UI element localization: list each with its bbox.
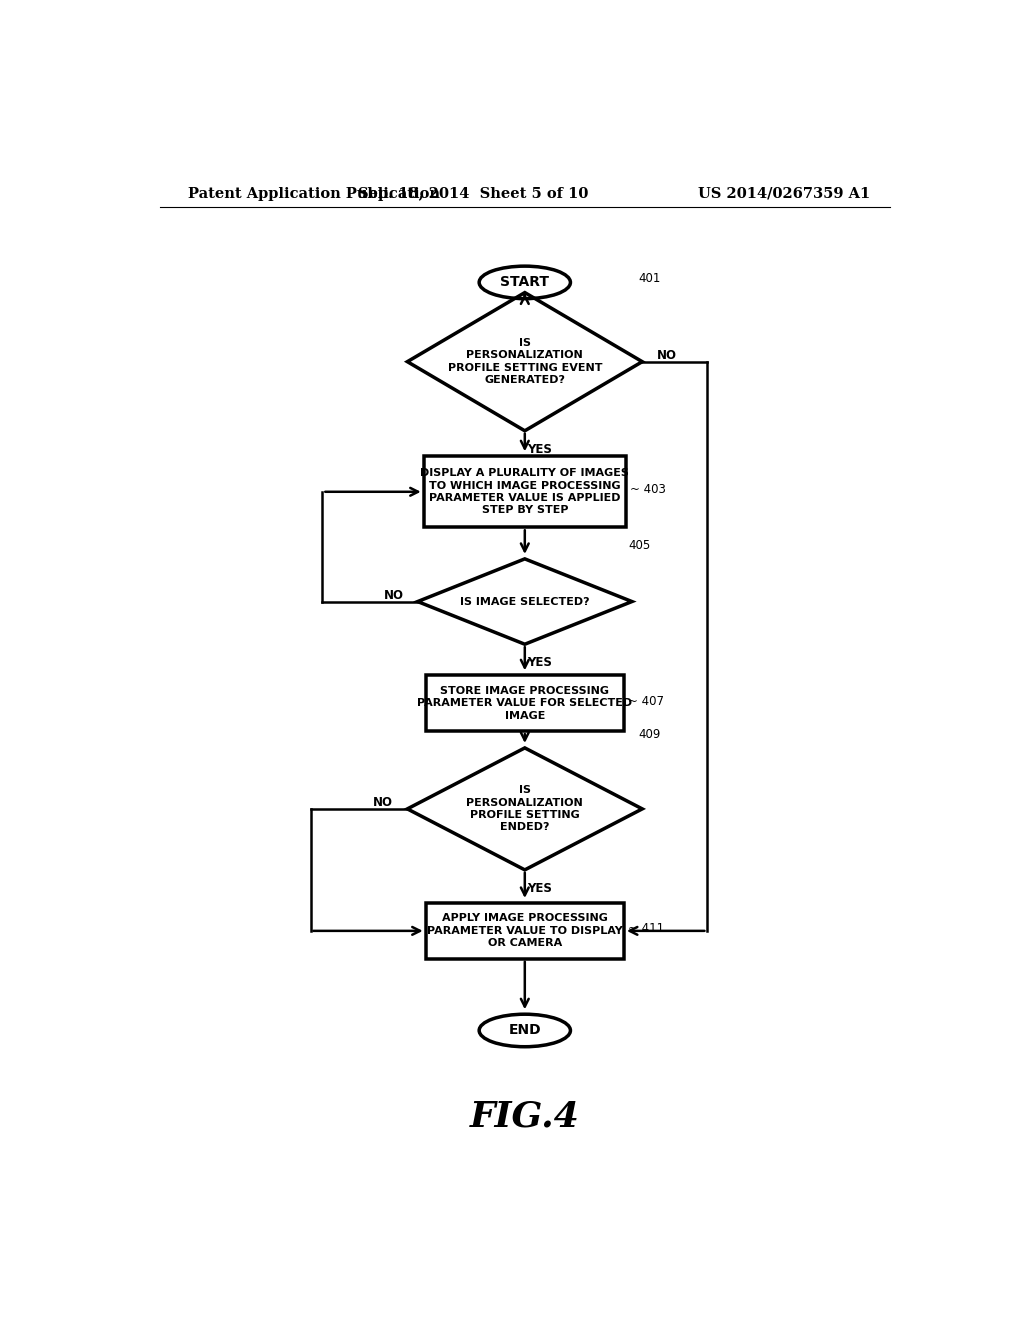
Text: IS
PERSONALIZATION
PROFILE SETTING
ENDED?: IS PERSONALIZATION PROFILE SETTING ENDED… <box>466 785 584 833</box>
Text: 405: 405 <box>628 539 650 552</box>
Text: FIG.4: FIG.4 <box>470 1100 580 1134</box>
Text: US 2014/0267359 A1: US 2014/0267359 A1 <box>697 187 870 201</box>
Text: IS IMAGE SELECTED?: IS IMAGE SELECTED? <box>460 597 590 607</box>
Text: YES: YES <box>526 444 552 455</box>
Text: APPLY IMAGE PROCESSING
PARAMETER VALUE TO DISPLAY
OR CAMERA: APPLY IMAGE PROCESSING PARAMETER VALUE T… <box>427 913 623 948</box>
Bar <box>426 903 624 958</box>
Text: Sep. 18, 2014  Sheet 5 of 10: Sep. 18, 2014 Sheet 5 of 10 <box>358 187 589 201</box>
Bar <box>426 676 624 731</box>
Text: 401: 401 <box>638 272 660 285</box>
Text: ~ 411: ~ 411 <box>628 923 665 936</box>
Text: ~ 407: ~ 407 <box>628 694 664 708</box>
Text: NO: NO <box>383 589 403 602</box>
Text: NO: NO <box>656 348 677 362</box>
Text: ~ 403: ~ 403 <box>630 483 666 496</box>
Text: IS
PERSONALIZATION
PROFILE SETTING EVENT
GENERATED?: IS PERSONALIZATION PROFILE SETTING EVENT… <box>447 338 602 385</box>
Text: END: END <box>509 1023 541 1038</box>
Text: START: START <box>501 276 549 289</box>
Text: NO: NO <box>373 796 393 809</box>
Text: YES: YES <box>526 656 552 669</box>
Bar <box>424 457 626 528</box>
Text: 409: 409 <box>638 727 660 741</box>
Text: DISPLAY A PLURALITY OF IMAGES
TO WHICH IMAGE PROCESSING
PARAMETER VALUE IS APPLI: DISPLAY A PLURALITY OF IMAGES TO WHICH I… <box>421 469 629 515</box>
Text: STORE IMAGE PROCESSING
PARAMETER VALUE FOR SELECTED
IMAGE: STORE IMAGE PROCESSING PARAMETER VALUE F… <box>417 686 633 721</box>
Text: YES: YES <box>526 882 552 895</box>
Text: Patent Application Publication: Patent Application Publication <box>187 187 439 201</box>
